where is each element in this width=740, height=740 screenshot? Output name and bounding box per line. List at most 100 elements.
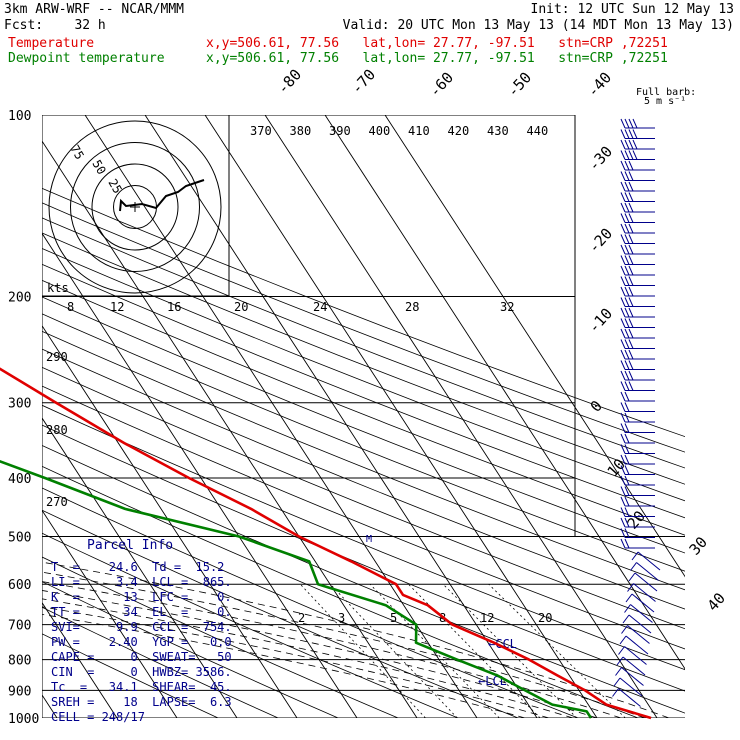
wind-barb-staff xyxy=(628,614,652,634)
dry-adiabat-line xyxy=(42,279,685,536)
moist-adiabat-label: 12 xyxy=(110,300,124,314)
temperature-station-info: x,y=506.61, 77.56 lat,lon= 27.77, -97.51… xyxy=(206,36,668,51)
dry-adiabat-line xyxy=(42,444,685,714)
dewpoint-profile-line xyxy=(0,459,593,719)
moist-adiabat-line xyxy=(42,606,550,718)
isotherm-line xyxy=(384,115,685,578)
wind-barb-flag xyxy=(628,139,634,150)
forecast-hour: Fcst: 32 h xyxy=(4,18,106,33)
wind-barb-flag xyxy=(628,160,634,171)
wind-barb-flag xyxy=(624,444,630,454)
wind-barb-flag xyxy=(628,181,634,192)
wind-barb-flag xyxy=(624,307,630,318)
wind-barb-flag xyxy=(615,667,622,676)
pressure-tick-label: 200 xyxy=(8,291,31,306)
parcel-info-row: CIN = 0 HWBZ= 3586. xyxy=(51,665,232,679)
wind-barb-flag xyxy=(620,150,626,160)
parcel-info-row: CELL = 248/17 xyxy=(51,710,145,724)
hodograph-trace xyxy=(119,179,205,212)
hodograph-ring xyxy=(70,142,200,272)
wind-barb-flag xyxy=(628,297,634,307)
wind-barb-staff xyxy=(633,583,656,602)
wind-barb-flag xyxy=(620,339,626,349)
model-title: 3km ARW-WRF -- NCAR/MMM xyxy=(4,2,185,17)
wind-barb-flag xyxy=(624,454,630,465)
wind-barb-flag xyxy=(628,202,634,213)
wind-barb-flag xyxy=(620,360,626,370)
isotherm-line xyxy=(84,115,478,718)
isotherm-line xyxy=(42,417,238,718)
parcel-info-row: SREH = 18 LAPSE= 6.3 xyxy=(51,695,232,709)
theta-label: 380 xyxy=(290,124,312,138)
dry-adiabat-line xyxy=(42,296,685,554)
moist-adiabat-label: 24 xyxy=(313,300,327,314)
dry-adiabat-line xyxy=(42,509,519,718)
dry-adiabat-line xyxy=(42,330,685,591)
wind-barb-flag xyxy=(620,391,626,402)
wind-barb-flag xyxy=(631,551,639,561)
wind-barb-flag xyxy=(627,583,634,592)
wind-barb-flag xyxy=(620,454,626,465)
wind-barb-flag xyxy=(620,171,626,181)
wind-barb-flag xyxy=(624,475,630,486)
parcel-info-row: K = 13 LFC = 0. xyxy=(51,590,232,604)
wind-barb-flag xyxy=(628,370,634,381)
hodograph-ring xyxy=(48,120,222,294)
wind-barb-staff xyxy=(625,635,649,655)
wind-barb-flag xyxy=(624,244,630,255)
mlcl-marker: M xyxy=(366,534,372,545)
lcl-marker: ←LCL xyxy=(478,674,507,688)
wind-barb-flag xyxy=(620,213,626,223)
moist-adiabat-line xyxy=(42,581,622,718)
wind-barb-flag xyxy=(620,181,626,192)
wind-barb-flag xyxy=(624,496,630,507)
isotherm-label: -40 xyxy=(584,68,616,100)
wind-barb-flag xyxy=(620,244,626,255)
wind-barb-flag xyxy=(620,465,626,475)
wind-barb-flag xyxy=(620,202,626,213)
theta-label: 400 xyxy=(369,124,391,138)
isotherm-label: -10 xyxy=(585,304,617,336)
wind-barb-flag xyxy=(620,517,626,528)
isotherm-line xyxy=(324,115,685,670)
isotherm-label: -80 xyxy=(274,65,306,97)
wind-barb-flag xyxy=(624,139,630,150)
pressure-tick-label: 1000 xyxy=(8,712,39,727)
isotherm-label: -30 xyxy=(585,142,617,174)
wind-barb-flag xyxy=(620,160,626,171)
hodograph-ring-label: 25 xyxy=(105,177,124,197)
dry-adiabat-line xyxy=(42,263,685,519)
wind-barb-flag xyxy=(624,223,630,234)
wind-barb-flag xyxy=(628,339,634,349)
wind-barb-staff xyxy=(618,688,641,707)
wind-barb-flag xyxy=(632,118,638,129)
wind-barb-flag xyxy=(622,614,630,624)
theta-label: 390 xyxy=(329,124,351,138)
wind-barb-flag xyxy=(625,593,633,603)
wind-barb-flag xyxy=(628,129,634,139)
mixing-ratio-label: 12 xyxy=(480,611,494,625)
dry-adiabat-line xyxy=(42,556,399,718)
dry-adiabat-line xyxy=(42,424,685,692)
wind-barb-flag xyxy=(620,265,626,276)
parcel-info-row: CAPE = 0 SWEAT= 50 xyxy=(51,650,232,664)
wind-barb-flag xyxy=(628,286,634,297)
wind-barb-flag xyxy=(624,402,630,412)
pressure-tick-label: 300 xyxy=(8,397,31,412)
wind-barb-flag xyxy=(628,360,634,370)
mixing-ratio-line xyxy=(442,583,578,718)
dewpoint-legend-label: Dewpoint temperature xyxy=(8,51,165,66)
dry-adiabat-label: 290 xyxy=(46,350,68,364)
hodograph-ring-label: 75 xyxy=(67,143,86,163)
wind-barb-flag xyxy=(624,381,630,391)
dry-adiabat-line xyxy=(42,606,279,718)
wind-barb-flag xyxy=(628,276,634,286)
parcel-info-row: PW = 2.40 YGP = 0.0 xyxy=(51,635,232,649)
isotherm-label: -70 xyxy=(348,65,380,97)
wind-barb-staff xyxy=(627,625,650,644)
wind-barb-staff xyxy=(636,562,659,581)
wind-barb-flag xyxy=(628,255,634,265)
isotherm-line xyxy=(42,232,358,718)
diagram-lines xyxy=(42,115,685,718)
wind-barb-flag xyxy=(624,360,630,370)
